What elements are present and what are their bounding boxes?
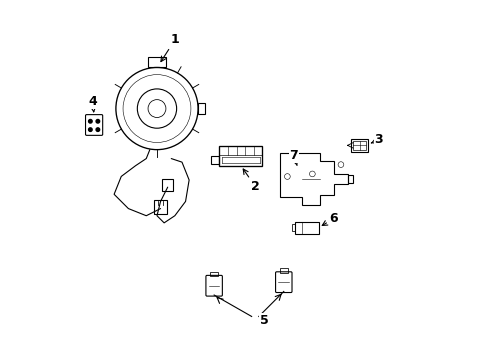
Text: 2: 2 [243,169,259,193]
Circle shape [88,128,92,131]
Text: 4: 4 [88,95,97,112]
Circle shape [96,120,100,123]
Text: 6: 6 [322,212,337,225]
Text: 7: 7 [289,149,298,166]
Text: 5: 5 [259,314,268,327]
Circle shape [96,128,100,131]
Text: 3: 3 [370,134,382,147]
Text: 1: 1 [161,33,179,62]
Circle shape [88,120,92,123]
